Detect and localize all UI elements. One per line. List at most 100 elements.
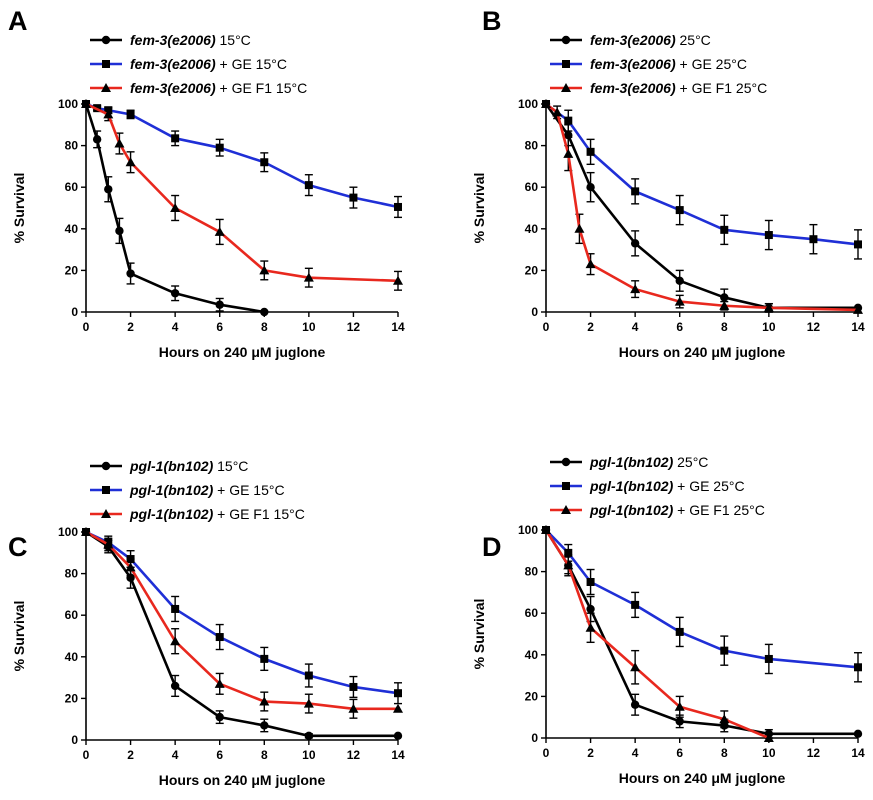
series-line — [84, 103, 265, 314]
data-point — [303, 272, 314, 282]
y-axis-title: % Survival — [471, 599, 487, 670]
legend-entry: pgl-1(bn102) + GE 25°C — [589, 478, 745, 494]
data-point — [393, 275, 403, 285]
x-tick-label: 2 — [587, 320, 594, 334]
data-point — [259, 265, 270, 275]
data-point — [719, 714, 730, 724]
data-point — [304, 181, 313, 190]
data-point — [674, 296, 685, 306]
y-tick-label: 100 — [518, 523, 538, 537]
data-point — [586, 147, 595, 156]
data-point — [563, 148, 574, 158]
legend-entry: fem-3(e2006) + GE F1 15°C — [130, 80, 307, 96]
x-tick-label: 10 — [302, 748, 316, 762]
series-1 — [541, 525, 863, 739]
series-line — [545, 102, 859, 246]
y-axis-title: % Survival — [471, 173, 487, 244]
series-3 — [541, 525, 774, 742]
legend-strain: pgl-1(bn102) — [129, 482, 214, 498]
data-point — [125, 157, 136, 167]
data-point — [260, 654, 269, 663]
data-point — [675, 627, 684, 636]
legend-entry: pgl-1(bn102) 15°C — [129, 458, 248, 474]
x-tick-label: 14 — [391, 320, 405, 334]
data-point — [394, 202, 402, 211]
x-axis-title: Hours on 240 μM juglone — [619, 770, 786, 786]
data-point — [853, 729, 863, 739]
legend-marker — [102, 486, 110, 494]
legend-entry: pgl-1(bn102) 25°C — [589, 454, 708, 470]
legend-condition: + GE F1 25°C — [673, 502, 765, 518]
x-tick-label: 12 — [807, 746, 821, 760]
data-point — [720, 225, 729, 234]
legend: pgl-1(bn102) 15°C pgl-1(bn102) + GE 15°C p… — [90, 458, 305, 522]
series-line — [545, 102, 859, 312]
legend-condition: 15°C — [213, 458, 248, 474]
data-point — [675, 276, 684, 285]
legend-entry: fem-3(e2006) 15°C — [130, 32, 251, 48]
panel-letter: B — [482, 6, 502, 36]
series-line — [544, 529, 858, 736]
data-point — [215, 300, 224, 309]
data-point — [260, 307, 269, 317]
x-tick-label: 6 — [216, 320, 223, 334]
data-point — [586, 183, 595, 192]
data-point — [171, 134, 180, 143]
y-tick-label: 20 — [65, 263, 79, 277]
series-line — [544, 103, 858, 310]
series-2 — [82, 528, 402, 705]
data-point — [103, 109, 114, 119]
data-point — [630, 662, 641, 672]
legend-marker — [101, 35, 111, 45]
data-point — [214, 678, 225, 688]
x-tick-label: 2 — [127, 748, 134, 762]
data-point — [585, 259, 596, 269]
legend-condition: + GE F1 15°C — [216, 80, 308, 96]
legend-condition: + GE 25°C — [676, 56, 747, 72]
panel-letter: A — [8, 6, 28, 36]
data-point — [170, 203, 181, 212]
legend-strain: fem-3(e2006) — [590, 32, 676, 48]
data-point — [81, 527, 91, 536]
y-tick-label: 80 — [525, 565, 539, 579]
data-point — [763, 733, 774, 742]
data-point — [348, 703, 359, 713]
data-point — [564, 116, 573, 125]
panel-letter: C — [8, 532, 28, 562]
data-point — [260, 721, 269, 730]
series-1 — [81, 527, 403, 741]
y-tick-label: 60 — [525, 606, 539, 620]
data-point — [630, 284, 641, 294]
legend-entry: fem-3(e2006) + GE F1 25°C — [590, 80, 767, 96]
data-point — [675, 206, 684, 215]
y-tick-label: 0 — [71, 305, 78, 319]
y-axis-title: % Survival — [11, 601, 27, 672]
legend-marker — [101, 509, 111, 518]
data-point — [170, 681, 180, 691]
data-point — [719, 300, 730, 310]
series-line — [544, 529, 770, 740]
x-tick-label: 6 — [216, 748, 223, 762]
legend-marker — [562, 482, 570, 490]
panel-a: A 0 20 40 60 80 100 0 2 4 6 8 10 12 14 Hours on 240 μM … — [8, 6, 405, 360]
x-tick-label: 4 — [172, 320, 179, 334]
data-point — [114, 138, 125, 148]
series-1 — [541, 99, 863, 313]
x-tick-label: 10 — [762, 746, 776, 760]
legend-marker — [102, 60, 110, 68]
legend-entry: pgl-1(bn102) + GE F1 15°C — [129, 506, 305, 522]
data-point — [854, 240, 862, 249]
data-point — [541, 99, 551, 108]
y-tick-label: 20 — [525, 263, 539, 277]
x-tick-label: 10 — [762, 320, 776, 334]
x-tick-label: 0 — [543, 320, 550, 334]
legend-condition: 15°C — [216, 32, 251, 48]
data-point — [564, 548, 573, 557]
x-tick-label: 8 — [261, 320, 268, 334]
legend-condition: + GE 15°C — [213, 482, 284, 498]
series-2 — [542, 100, 862, 260]
legend-marker — [561, 457, 571, 467]
y-tick-label: 100 — [58, 97, 78, 111]
